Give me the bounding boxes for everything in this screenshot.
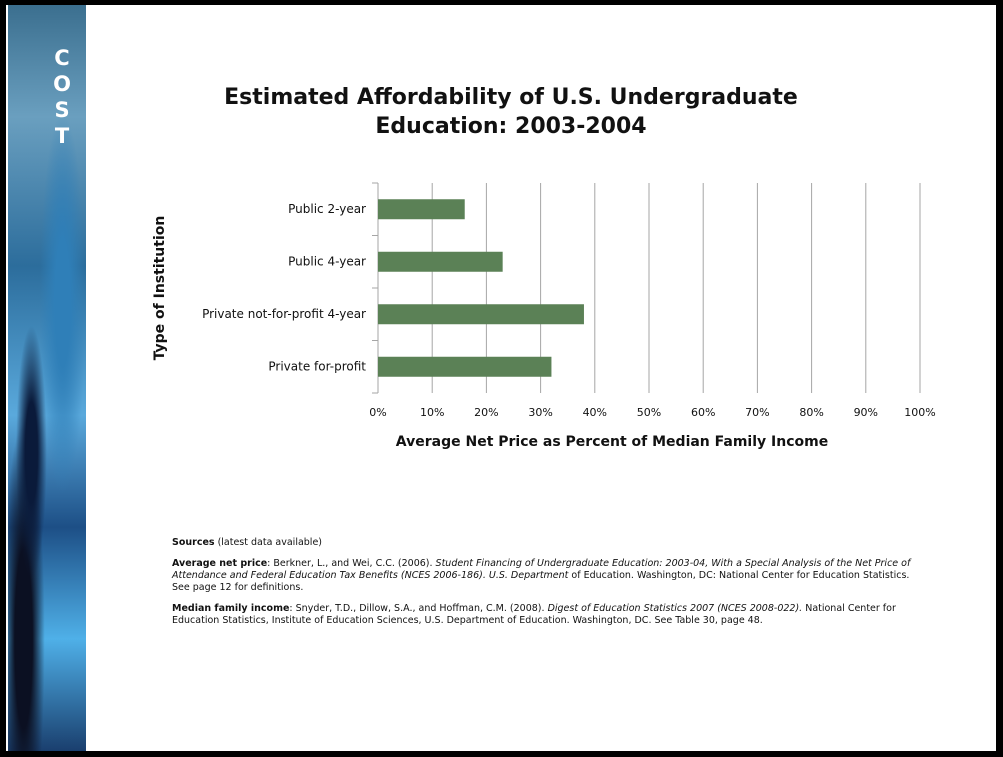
- x-tick-label: 10%: [420, 406, 444, 419]
- x-tick-label: 50%: [637, 406, 661, 419]
- source-paragraph: Median family income: Snyder, T.D., Dill…: [172, 603, 912, 627]
- source-label: Average net price: [172, 558, 268, 569]
- side-letter: T: [54, 124, 70, 148]
- chart-title: Estimated Affordability of U.S. Undergra…: [224, 85, 798, 110]
- y-tick-label: Public 4-year: [288, 254, 366, 268]
- y-tick-label: Private for-profit: [268, 359, 366, 373]
- bar: [378, 356, 552, 377]
- side-letter: O: [53, 72, 71, 96]
- x-axis-label: Average Net Price as Percent of Median F…: [396, 434, 828, 450]
- y-axis-label: Type of Institution: [152, 216, 168, 361]
- x-tick-label: 100%: [904, 406, 935, 419]
- slide: C O S T Estimated Affordability of U.S. …: [6, 5, 996, 751]
- chart-title: Education: 2003-2004: [375, 114, 646, 139]
- x-tick-label: 0%: [369, 406, 386, 419]
- source-text: : Berkner, L., and Wei, C.C. (2006).: [267, 558, 436, 569]
- y-tick-label: Public 2-year: [288, 202, 366, 216]
- decorative-strip: [8, 5, 86, 751]
- bar: [378, 304, 584, 325]
- source-label: Sources: [172, 537, 215, 548]
- x-tick-label: 90%: [854, 406, 878, 419]
- source-label: Median family income: [172, 603, 290, 614]
- source-text: of Education. Washington, DC: National C…: [172, 570, 910, 593]
- source-text: : Snyder, T.D., Dillow, S.A., and Hoffma…: [289, 603, 548, 614]
- bar: [378, 251, 503, 272]
- side-letter: C: [54, 46, 70, 70]
- source-paragraph: Average net price: Berkner, L., and Wei,…: [172, 558, 912, 594]
- source-text: National Center for Education Statistics…: [172, 603, 896, 626]
- sources: Sources (latest data available) Average …: [172, 537, 912, 636]
- x-tick-label: 30%: [528, 406, 552, 419]
- x-tick-label: 60%: [691, 406, 715, 419]
- x-tick-label: 70%: [745, 406, 769, 419]
- x-tick-label: 80%: [799, 406, 823, 419]
- x-tick-label: 20%: [474, 406, 498, 419]
- source-title: Student Financing of Undergraduate Educa…: [172, 558, 911, 581]
- bar: [378, 199, 465, 220]
- source-title: Digest of Education Statistics 2007 (NCE…: [547, 603, 803, 614]
- y-tick-label: Private not-for-profit 4-year: [202, 307, 366, 321]
- side-letters: C O S T: [50, 45, 74, 149]
- source-paragraph: Sources (latest data available): [172, 537, 912, 549]
- source-text: (latest data available): [214, 537, 323, 548]
- x-tick-label: 40%: [583, 406, 607, 419]
- chart: Estimated Affordability of U.S. Undergra…: [152, 85, 936, 450]
- side-letter: S: [54, 98, 70, 122]
